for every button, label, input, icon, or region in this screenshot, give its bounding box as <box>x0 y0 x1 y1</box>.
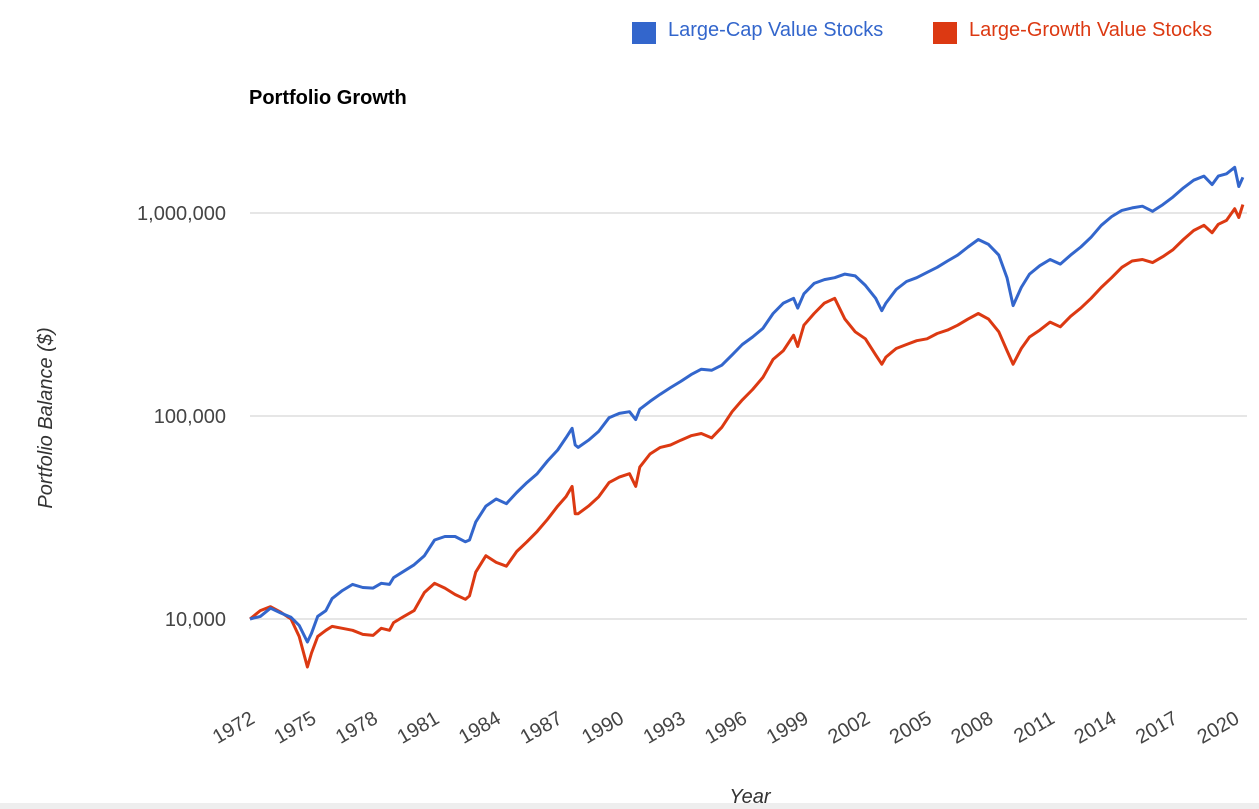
x-tick-label: 1996 <box>701 707 751 748</box>
x-tick-label: 2020 <box>1194 707 1244 748</box>
y-axis-label: Portfolio Balance ($) <box>35 327 57 508</box>
x-tick-label: 1978 <box>332 707 382 748</box>
x-tick-label: 1993 <box>640 707 690 748</box>
x-axis-label: Year <box>729 786 771 808</box>
x-axis-ticks: 1972 1975 1978 1981 1984 1987 1990 1993 1996 1999… <box>209 707 1243 748</box>
chart-title: Portfolio Growth <box>249 87 407 109</box>
x-tick-label: 1990 <box>578 707 628 748</box>
y-tick-label: 10,000 <box>165 609 226 631</box>
x-tick-label: 1987 <box>517 707 567 748</box>
legend-label-large-cap-value: Large-Cap Value Stocks <box>668 19 884 41</box>
x-tick-label: 2008 <box>947 707 997 748</box>
x-tick-label: 2005 <box>886 707 936 748</box>
x-tick-label: 1975 <box>271 707 321 748</box>
legend-swatch-large-cap-value <box>632 22 656 44</box>
y-tick-label: 1,000,000 <box>137 203 226 225</box>
x-tick-label: 2002 <box>824 707 874 748</box>
x-tick-label: 2014 <box>1071 707 1121 748</box>
y-tick-label: 100,000 <box>154 406 226 428</box>
x-tick-label: 1972 <box>209 707 259 748</box>
x-tick-label: 1984 <box>455 707 505 748</box>
x-tick-label: 1999 <box>763 707 813 748</box>
series-line-large-growth-value <box>249 204 1245 669</box>
series-line-large-cap-value <box>249 165 1245 644</box>
x-tick-label: 1981 <box>394 707 444 748</box>
y-axis-ticks: 10,000 100,000 1,000,000 <box>137 203 226 631</box>
series-lines <box>249 165 1245 669</box>
legend-label-large-growth-value: Large-Growth Value Stocks <box>969 19 1213 41</box>
x-tick-label: 2011 <box>1010 707 1058 748</box>
gridlines <box>250 212 1247 620</box>
bottom-strip <box>0 803 1259 809</box>
legend-swatch-large-growth-value <box>933 22 957 44</box>
x-tick-label: 2017 <box>1132 707 1182 748</box>
